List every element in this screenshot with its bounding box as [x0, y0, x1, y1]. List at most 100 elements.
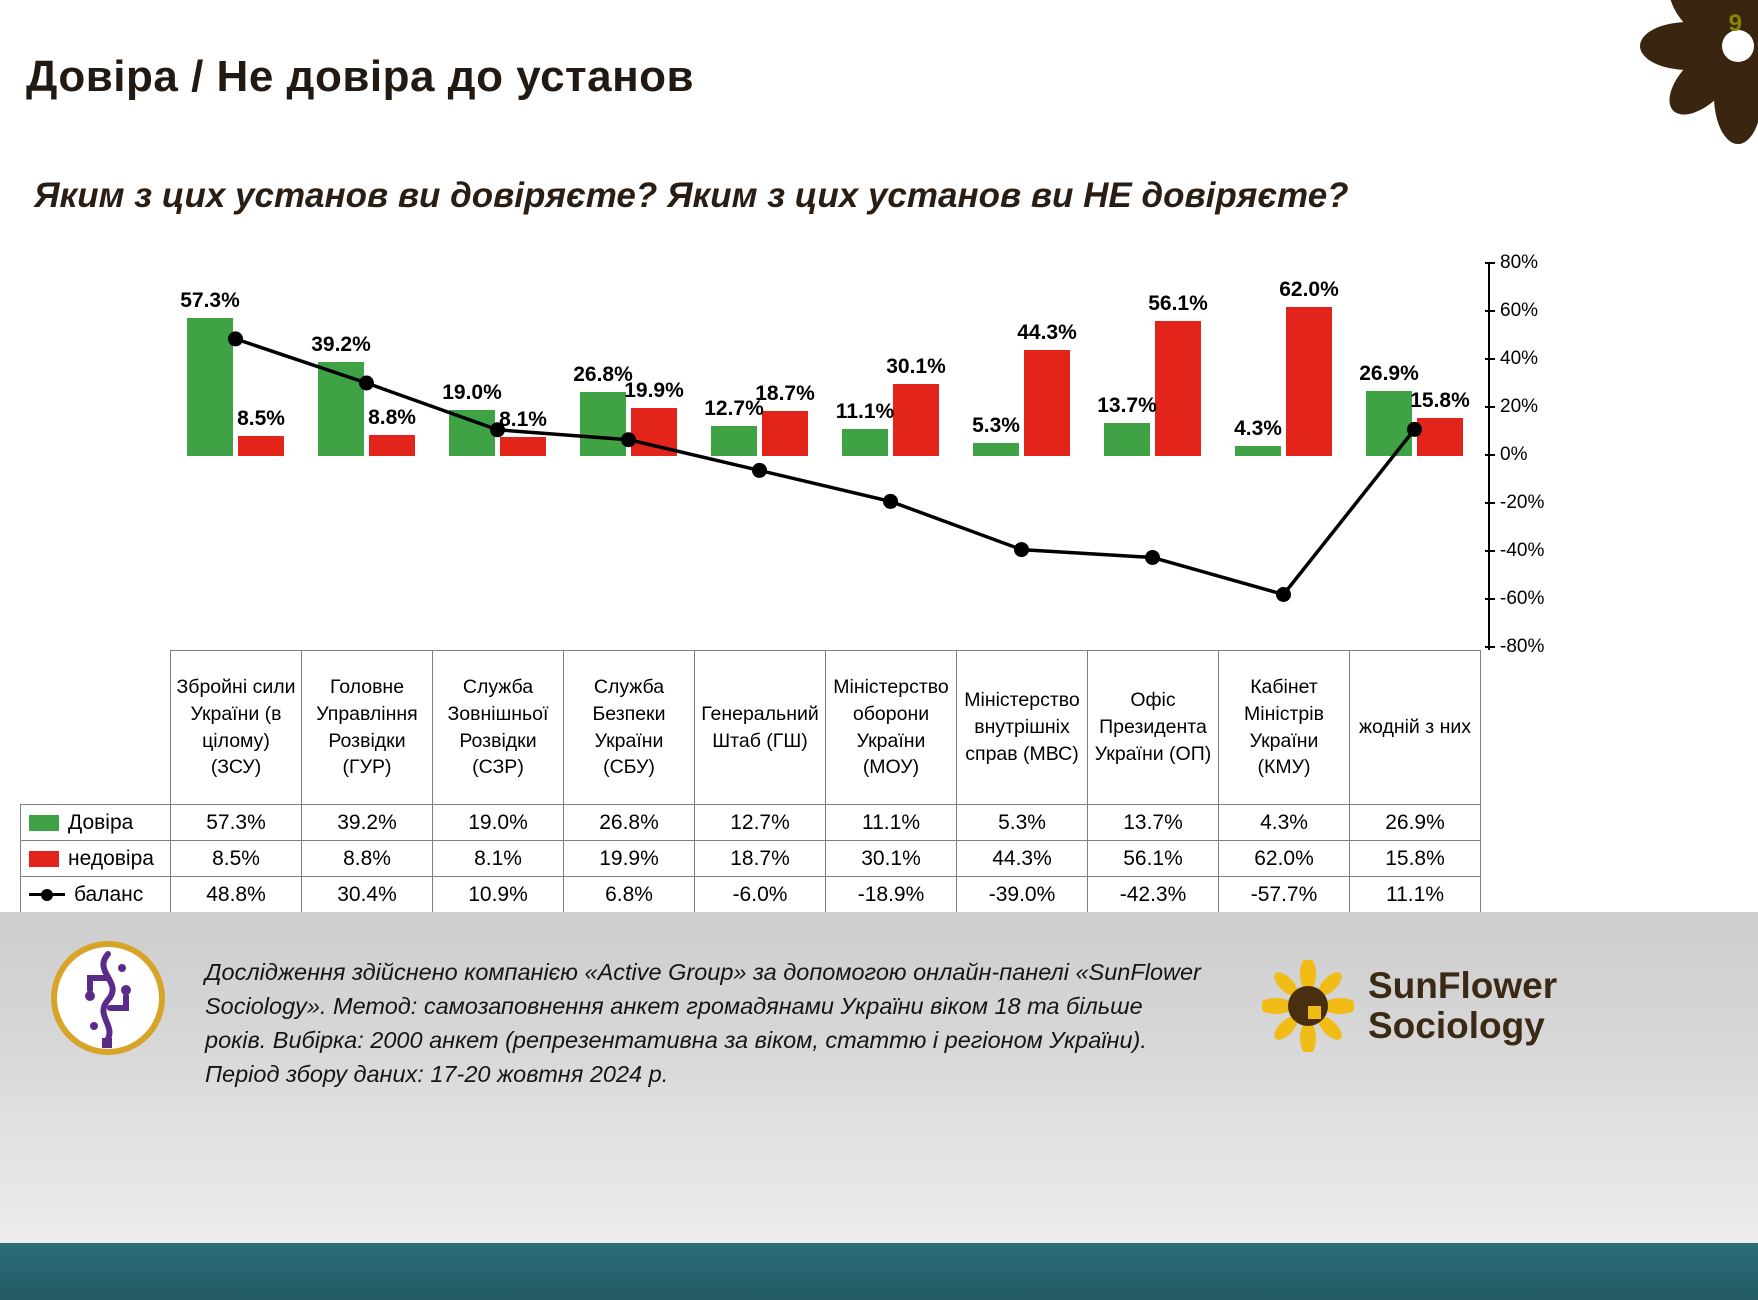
table-value-cell: 26.8% [563, 804, 695, 841]
bar-distrust-2 [500, 436, 546, 456]
bar-trust-0 [187, 318, 233, 456]
bar-trust-2 [449, 410, 495, 456]
legend-label: Довіра [68, 810, 134, 834]
y-axis-tick [1485, 406, 1495, 408]
table-value-cell: 5.3% [956, 804, 1088, 841]
brand-line2: Sociology [1368, 1005, 1545, 1046]
table-value-cell: 6.8% [563, 876, 695, 913]
y-axis-label: -60% [1500, 588, 1545, 609]
trust-marker-icon [29, 814, 59, 831]
bar-value-label: 18.7% [755, 382, 815, 406]
table-value-cell: -57.7% [1218, 876, 1350, 913]
bottom-bar [0, 1243, 1758, 1300]
legend-inner: баланс [29, 883, 167, 907]
y-axis-tick [1485, 262, 1495, 264]
bar-value-label: 8.8% [368, 405, 416, 429]
table-value-cell: 8.1% [432, 840, 564, 877]
legend-inner: Довіра [29, 811, 167, 835]
legend-cell: баланс [20, 876, 171, 913]
brand-name: SunFlower Sociology [1368, 966, 1557, 1046]
legend-label: баланс [74, 882, 144, 906]
y-axis-label: 40% [1500, 348, 1539, 369]
corner-sunflower-icon [1640, 0, 1758, 144]
y-axis-label: -80% [1500, 636, 1545, 657]
table-header-cell: Генеральний Штаб (ГШ) [694, 650, 826, 805]
y-axis-label: 0% [1500, 444, 1528, 465]
table-header-cell: Міністерство оборони України (МОУ) [825, 650, 957, 805]
table-value-cell: 39.2% [301, 804, 433, 841]
y-axis-tick [1485, 550, 1495, 552]
bar-distrust-4 [762, 411, 808, 456]
methodology-note: Дослідження здійснено компанією «Active … [205, 959, 1201, 1088]
table-row: Довіра 57.3% 39.2% 19.0% 26.8% 12.7% 11.1% 5.3%… [20, 804, 1481, 841]
table-corner-cell [21, 651, 171, 805]
table-header-row: Збройні сили України (в цілому) (ЗСУ) Гол… [21, 650, 1481, 805]
bar-value-label: 8.5% [237, 406, 285, 430]
bar-distrust-3 [631, 408, 677, 456]
bar-trust-6 [973, 443, 1019, 456]
page-title: Довіра / Не довіра до установ [26, 52, 695, 101]
y-axis-tick [1485, 310, 1495, 312]
y-axis-label: 20% [1500, 396, 1539, 417]
y-axis-tick [1485, 646, 1495, 648]
table-value-cell: -18.9% [825, 876, 957, 913]
bar-value-label: 5.3% [972, 414, 1020, 438]
balance-line-svg [228, 331, 1422, 602]
table-value-cell: 30.4% [301, 876, 433, 913]
table-value-cell: 12.7% [694, 804, 826, 841]
survey-question: Яким з цих установ ви довіряєте? Яким з … [34, 176, 1349, 215]
bar-value-label: 11.1% [835, 400, 895, 424]
bar-distrust-8 [1286, 307, 1332, 456]
table-value-cell: 8.8% [301, 840, 433, 877]
table-value-cell: 19.0% [432, 804, 564, 841]
bar-value-label: 26.9% [1359, 362, 1419, 386]
table-value-cell: 19.9% [563, 840, 695, 877]
bar-value-label: 39.2% [311, 332, 371, 356]
table-row: баланс 48.8% 30.4% 10.9% 6.8% -6.0% -18.9% -39.… [20, 876, 1481, 913]
table-value-cell: 48.8% [170, 876, 302, 913]
table-header-cell: Збройні сили України (в цілому) (ЗСУ) [170, 650, 302, 805]
table-value-cell: 62.0% [1218, 840, 1350, 877]
table-header-cell: Служба Зовнішньої Розвідки (СЗР) [432, 650, 564, 805]
table-value-cell: 11.1% [1349, 876, 1481, 913]
table-header-cell: Міністерство внутрішніх справ (МВС) [956, 650, 1088, 805]
footer-background [0, 912, 1758, 1243]
bar-value-label: 44.3% [1017, 320, 1077, 344]
bar-value-label: 4.3% [1234, 416, 1282, 440]
table-header-cell: Служба Безпеки України (СБУ) [563, 650, 695, 805]
table-value-cell: -6.0% [694, 876, 826, 913]
balance-line-marker-icon [29, 893, 65, 896]
bar-trust-4 [711, 425, 757, 456]
table-body: Збройні сили України (в цілому) (ЗСУ) Гол… [20, 650, 1481, 913]
bar-trust-7 [1104, 423, 1150, 456]
table-value-cell: 44.3% [956, 840, 1088, 877]
chart-plot: 57.3% 39.2% 19.0% 26.8% 12.7% 11.1% 5.3% 13.7% 4… [170, 264, 1480, 648]
table-value-cell: 30.1% [825, 840, 957, 877]
table-value-cell: 10.9% [432, 876, 564, 913]
y-axis-tick [1485, 454, 1495, 456]
brand-line1: SunFlower [1368, 965, 1558, 1007]
bar-trust-9 [1366, 391, 1412, 456]
bar-value-label: 30.1% [886, 354, 946, 378]
table-row: недовіра 8.5% 8.8% 8.1% 19.9% 18.7% 30.1% 44.3%… [20, 840, 1481, 877]
y-axis-label: -20% [1500, 492, 1545, 513]
bar-value-label: 62.0% [1279, 278, 1339, 302]
table-header-cell: Кабінет Міністрів України (КМУ) [1218, 650, 1350, 805]
table-value-cell: 56.1% [1087, 840, 1219, 877]
table-value-cell: 8.5% [170, 840, 302, 877]
bar-value-label: 15.8% [1410, 389, 1470, 413]
bar-value-label: 13.7% [1097, 394, 1157, 418]
brand-logo: SunFlower Sociology [1262, 960, 1557, 1052]
bar-trust-1 [318, 361, 364, 456]
legend-cell: недовіра [20, 840, 171, 877]
bar-trust-3 [580, 391, 626, 456]
bar-value-label: 19.0% [442, 381, 502, 405]
table-value-cell: -42.3% [1087, 876, 1219, 913]
table-value-cell: 4.3% [1218, 804, 1350, 841]
active-group-logo-icon [51, 941, 165, 1055]
legend-label: недовіра [68, 846, 154, 870]
bar-trust-8 [1235, 445, 1281, 456]
bar-trust-5 [842, 429, 888, 456]
y-axis-label: -40% [1500, 540, 1545, 561]
